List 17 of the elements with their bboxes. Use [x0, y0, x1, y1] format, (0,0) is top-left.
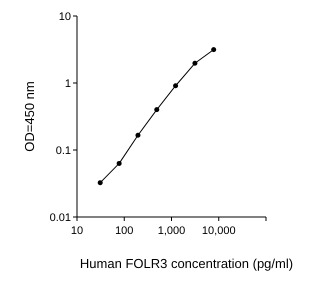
y-tick-label: 1	[64, 78, 71, 90]
x-tick-label: 100	[115, 225, 134, 237]
point	[98, 180, 103, 186]
point	[173, 83, 178, 88]
x-axis-title: Human FOLR3 concentration (pg/ml)	[80, 256, 294, 271]
point	[135, 132, 140, 138]
y-axis-title: OD=450 nm	[22, 81, 37, 152]
y-tick-label: 0.01	[50, 212, 71, 224]
point	[192, 60, 198, 66]
x-tick-label: 10,000	[202, 225, 236, 237]
y-tick-label: 0.1	[56, 145, 71, 157]
x-tick-label: 1,000	[158, 225, 186, 237]
point	[211, 47, 216, 52]
point	[154, 107, 160, 112]
y-tick-label: 10	[58, 11, 71, 23]
point	[116, 160, 122, 166]
x-tick-label: 10	[70, 225, 84, 237]
